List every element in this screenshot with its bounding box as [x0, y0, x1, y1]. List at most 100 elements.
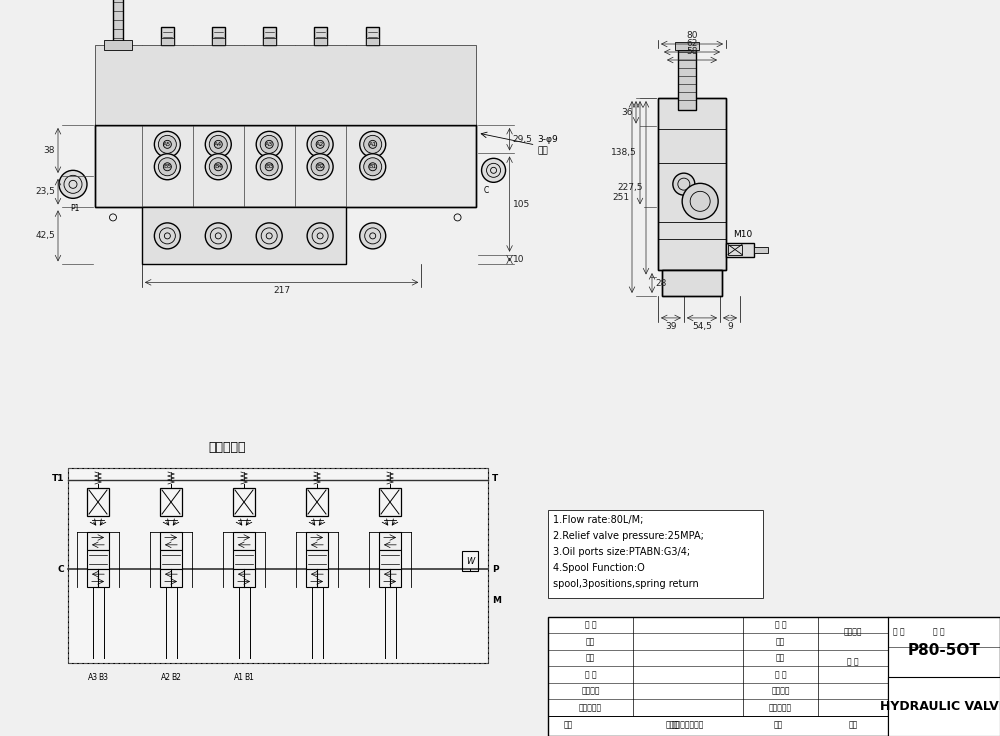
Text: 设 计: 设 计 — [775, 620, 786, 630]
Circle shape — [369, 163, 377, 171]
Text: B5: B5 — [163, 164, 171, 169]
Bar — [314, 27, 327, 45]
Text: T1: T1 — [52, 474, 64, 483]
Bar — [658, 98, 726, 270]
Circle shape — [158, 135, 176, 153]
Text: 105: 105 — [513, 199, 530, 208]
Text: 28: 28 — [655, 278, 666, 288]
Text: 描图: 描图 — [586, 654, 595, 662]
Circle shape — [154, 131, 180, 158]
Text: 标准化检查: 标准化检查 — [579, 703, 602, 712]
Text: P80-5OT: P80-5OT — [908, 643, 980, 658]
Circle shape — [360, 223, 386, 249]
Bar — [379, 532, 401, 551]
Text: 更改内容或说明: 更改内容或说明 — [672, 721, 704, 730]
Text: 制图: 制图 — [586, 637, 595, 646]
Text: A3: A3 — [265, 142, 273, 147]
Bar — [161, 27, 174, 45]
Bar — [306, 532, 328, 551]
Circle shape — [256, 154, 282, 180]
Text: T: T — [492, 474, 498, 483]
Bar — [233, 532, 255, 551]
Circle shape — [59, 170, 87, 198]
Text: spool,3positions,spring return: spool,3positions,spring return — [553, 579, 699, 589]
Text: 138,5: 138,5 — [611, 148, 637, 158]
Text: B2: B2 — [172, 673, 181, 682]
Circle shape — [265, 163, 273, 171]
Text: 工艺检查: 工艺检查 — [771, 687, 790, 696]
Text: B4: B4 — [214, 164, 222, 169]
Text: 227,5: 227,5 — [618, 183, 643, 192]
Circle shape — [260, 135, 278, 153]
Text: 36: 36 — [622, 107, 633, 117]
Circle shape — [360, 131, 386, 158]
Circle shape — [260, 158, 278, 176]
Text: 2.Relief valve pressure:25MPA;: 2.Relief valve pressure:25MPA; — [553, 531, 704, 541]
Bar — [95, 125, 476, 208]
Circle shape — [205, 131, 231, 158]
Circle shape — [364, 135, 382, 153]
Text: 图样标记: 图样标记 — [844, 627, 862, 637]
Bar — [726, 243, 754, 257]
Bar — [658, 98, 726, 270]
Text: 日期: 日期 — [773, 721, 783, 730]
Text: C: C — [57, 565, 64, 574]
Bar — [888, 676, 1000, 736]
Bar — [306, 569, 328, 587]
Circle shape — [316, 163, 324, 171]
Text: B2: B2 — [316, 164, 324, 169]
Bar — [366, 38, 379, 45]
Text: C: C — [484, 185, 489, 195]
Bar — [212, 38, 225, 45]
Text: 重 量: 重 量 — [847, 657, 859, 666]
Bar — [87, 551, 109, 569]
Text: 3.Oil ports size:PTABN:G3/4;: 3.Oil ports size:PTABN:G3/4; — [553, 547, 690, 557]
Bar — [662, 270, 722, 296]
Text: 3-φ9: 3-φ9 — [538, 135, 558, 144]
Bar — [728, 244, 742, 255]
Bar — [675, 42, 699, 50]
Circle shape — [214, 141, 222, 149]
Text: 通孔: 通孔 — [538, 146, 548, 155]
Text: 第 页: 第 页 — [933, 627, 945, 637]
Circle shape — [205, 154, 231, 180]
Text: 1.Flow rate:80L/M;: 1.Flow rate:80L/M; — [553, 515, 643, 525]
Bar — [160, 488, 182, 516]
Circle shape — [154, 223, 180, 249]
Text: 标准化检查: 标准化检查 — [769, 703, 792, 712]
Text: 42,5: 42,5 — [35, 231, 55, 241]
Text: A2: A2 — [316, 142, 324, 147]
Text: 23,5: 23,5 — [35, 187, 55, 197]
Circle shape — [364, 158, 382, 176]
Text: 标记: 标记 — [563, 721, 573, 730]
Bar — [160, 532, 182, 551]
Bar — [548, 510, 763, 598]
Circle shape — [256, 131, 282, 158]
Text: P1: P1 — [70, 205, 80, 213]
Text: 工艺检查: 工艺检查 — [581, 687, 600, 696]
Circle shape — [158, 158, 176, 176]
Circle shape — [163, 163, 171, 171]
Circle shape — [307, 223, 333, 249]
Text: A4: A4 — [214, 142, 222, 147]
Text: B3: B3 — [98, 673, 108, 682]
Bar — [212, 27, 225, 45]
Text: 217: 217 — [273, 286, 290, 295]
Circle shape — [154, 154, 180, 180]
Text: P: P — [492, 565, 499, 574]
Bar — [263, 27, 276, 45]
Text: 描图: 描图 — [776, 654, 785, 662]
Circle shape — [311, 158, 329, 176]
Text: A1: A1 — [234, 673, 244, 682]
Bar — [366, 27, 379, 45]
Text: 29,5: 29,5 — [513, 135, 532, 144]
Bar — [68, 468, 488, 663]
Text: 液压原理图: 液压原理图 — [209, 441, 246, 454]
Bar — [263, 38, 276, 45]
Bar — [462, 551, 478, 571]
Bar — [662, 270, 722, 296]
Bar — [548, 617, 1000, 736]
Circle shape — [307, 131, 333, 158]
Bar — [161, 38, 174, 45]
Bar — [379, 569, 401, 587]
